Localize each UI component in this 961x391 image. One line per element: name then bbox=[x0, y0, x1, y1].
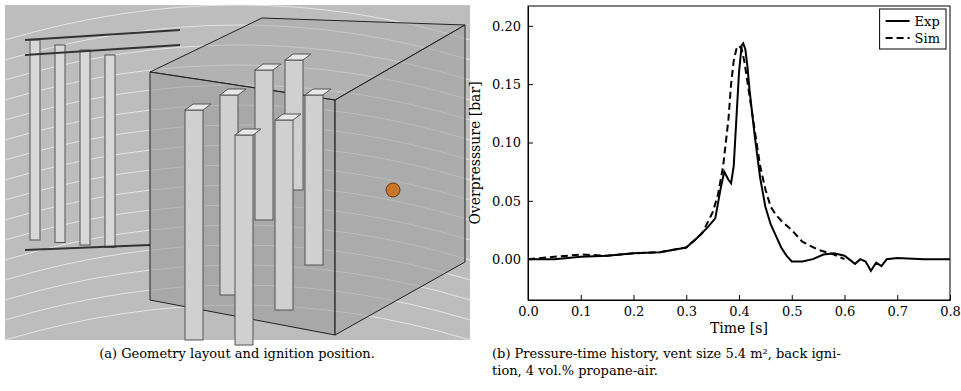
x-tick-mark bbox=[634, 295, 635, 300]
caption-line: tion, 4 vol.% propane-air. bbox=[492, 363, 658, 378]
y-axis-title: Overpresssure [bar] bbox=[467, 81, 483, 224]
figure: (a) Geometry layout and ignition positio… bbox=[0, 0, 961, 391]
legend: Exp Sim bbox=[880, 9, 946, 49]
y-tick-label: 0.15 bbox=[492, 77, 521, 92]
legend-frame bbox=[880, 9, 946, 49]
x-tick: 0.2 bbox=[624, 295, 645, 319]
y-axis-line bbox=[528, 7, 529, 301]
y-tick-mark bbox=[528, 84, 533, 85]
y-tick: 0.00 bbox=[492, 252, 533, 267]
x-axis-line bbox=[529, 300, 951, 301]
caption: (a) Geometry layout and ignition positio… bbox=[99, 346, 375, 361]
caption: (b) Pressure-time history, vent size 5.4… bbox=[492, 346, 841, 378]
x-tick-label: 0.6 bbox=[835, 304, 856, 319]
x-tick-label: 0.0 bbox=[518, 304, 539, 319]
x-tick: 0.1 bbox=[571, 295, 592, 319]
y-tick: 0.15 bbox=[492, 77, 533, 92]
ignition-point bbox=[386, 183, 400, 197]
x-tick-mark bbox=[845, 295, 846, 300]
pillar bbox=[185, 110, 203, 340]
x-tick-mark bbox=[686, 295, 687, 300]
pillar-top bbox=[305, 89, 331, 95]
x-tick-mark bbox=[739, 295, 740, 300]
chart-panel: 0.00.10.20.30.40.50.60.70.80.000.050.100… bbox=[467, 6, 961, 378]
legend-swatch bbox=[886, 20, 910, 22]
x-tick: 0.7 bbox=[887, 295, 908, 319]
legend-label: Sim bbox=[915, 31, 940, 46]
frame-post bbox=[80, 50, 90, 245]
x-tick-mark bbox=[792, 295, 793, 300]
pillar bbox=[305, 95, 323, 265]
pillar bbox=[275, 120, 293, 310]
x-tick-label: 0.4 bbox=[729, 304, 750, 319]
x-tick: 0.8 bbox=[940, 295, 961, 319]
pillar bbox=[235, 135, 253, 345]
plot-frame bbox=[528, 6, 950, 300]
y-tick-mark bbox=[528, 143, 533, 144]
x-tick: 0.4 bbox=[729, 295, 750, 319]
x-tick-mark bbox=[950, 295, 951, 300]
series-line bbox=[528, 43, 950, 271]
caption-line: (b) Pressure-time history, vent size 5.4… bbox=[492, 346, 841, 361]
y-tick-mark bbox=[528, 201, 533, 202]
x-tick-label: 0.5 bbox=[782, 304, 803, 319]
x-tick-mark bbox=[897, 295, 898, 300]
x-tick: 0.6 bbox=[835, 295, 856, 319]
y-tick-label: 0.00 bbox=[492, 252, 521, 267]
legend-swatch bbox=[886, 37, 910, 39]
frame-post bbox=[30, 40, 40, 240]
y-tick-mark bbox=[528, 26, 533, 27]
y-tick-label: 0.10 bbox=[492, 135, 521, 150]
plot-area bbox=[528, 43, 950, 271]
pillar-top bbox=[235, 129, 261, 135]
y-tick-label: 0.05 bbox=[492, 193, 521, 208]
legend-label: Exp bbox=[915, 14, 940, 29]
x-tick-label: 0.7 bbox=[887, 304, 908, 319]
x-tick-label: 0.1 bbox=[571, 304, 592, 319]
y-tick: 0.10 bbox=[492, 135, 533, 150]
x-axis-title: Time [s] bbox=[710, 320, 768, 336]
pillar-top bbox=[220, 89, 246, 95]
pillar-top bbox=[255, 64, 281, 70]
pillar-top bbox=[185, 104, 211, 110]
x-tick: 0.3 bbox=[676, 295, 697, 319]
pillar bbox=[255, 70, 273, 220]
frame-post bbox=[55, 45, 65, 243]
x-tick: 0.5 bbox=[782, 295, 803, 319]
x-tick-mark bbox=[581, 295, 582, 300]
pillar-top bbox=[285, 54, 311, 60]
pillar-top bbox=[275, 114, 301, 120]
y-tick: 0.05 bbox=[492, 193, 533, 208]
series-line bbox=[528, 46, 845, 260]
box-side bbox=[335, 25, 465, 335]
x-tick-label: 0.8 bbox=[940, 304, 961, 319]
x-tick-label: 0.2 bbox=[624, 304, 645, 319]
x-axis: 0.0 0.1 0.2 0.3 0.4 0.5 0.6 0.7 0.8 bbox=[518, 295, 961, 319]
geometry-panel: (a) Geometry layout and ignition positio… bbox=[5, 5, 470, 361]
x-tick-label: 0.3 bbox=[676, 304, 697, 319]
y-tick: 0.20 bbox=[492, 18, 533, 33]
y-axis: 0.00 0.05 0.10 0.15 0.20 bbox=[492, 7, 533, 301]
y-tick-label: 0.20 bbox=[492, 18, 521, 33]
frame-post bbox=[105, 55, 115, 248]
